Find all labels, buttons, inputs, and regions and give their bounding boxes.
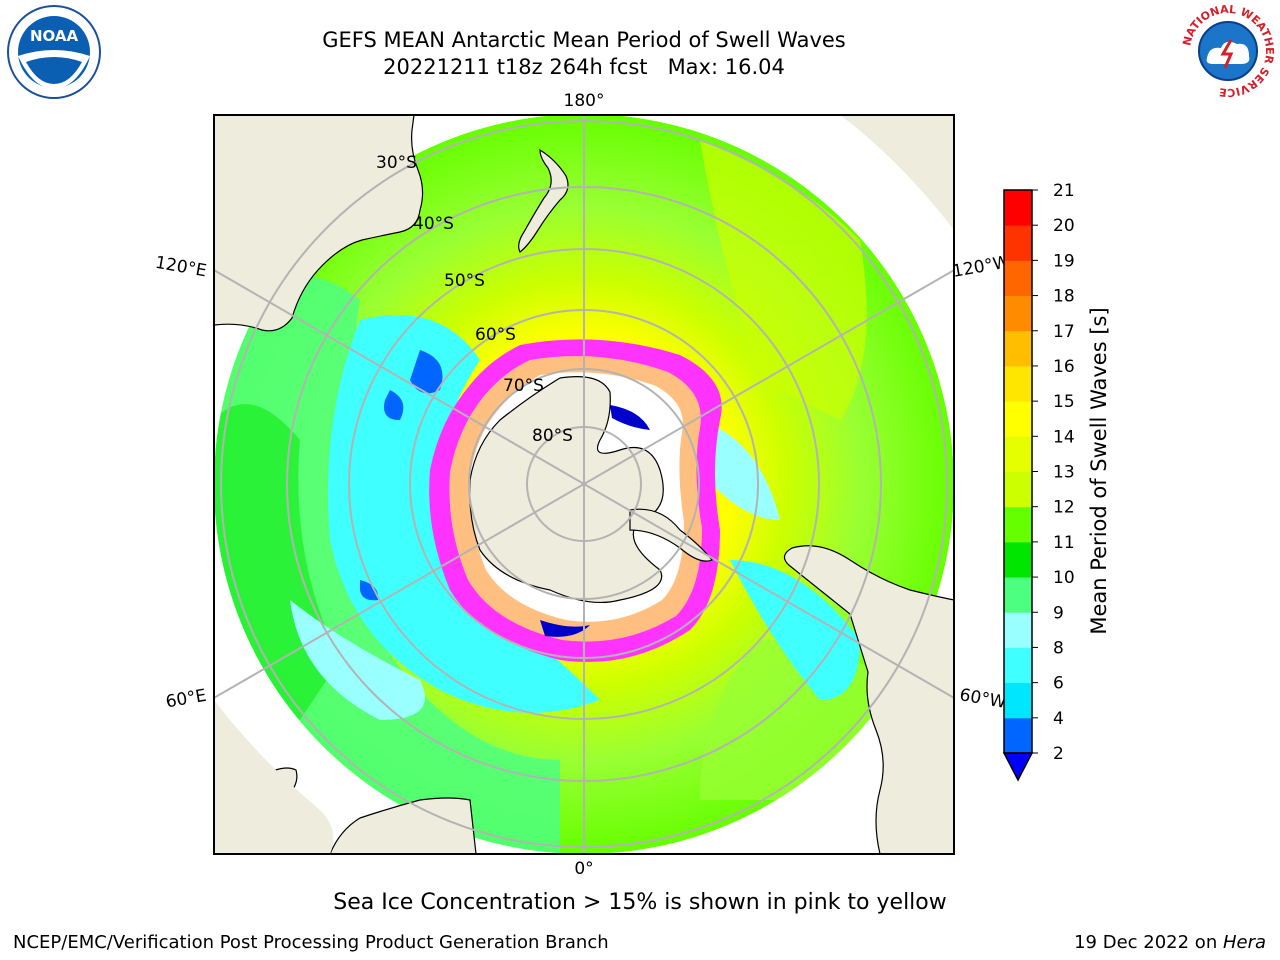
colorbar-tick-label: 18 [1053, 287, 1075, 307]
colorbar-segment [1004, 436, 1032, 472]
colorbar-segment [1004, 682, 1032, 719]
colorbar-segment [1004, 717, 1032, 754]
footer-date-text: 19 Dec 2022 on [1074, 932, 1223, 953]
colorbar-segment [1004, 190, 1032, 226]
colorbar-tick-label: 17 [1053, 322, 1075, 342]
colorbar-segment [1004, 401, 1032, 437]
footer-host: Hera [1222, 932, 1266, 953]
footer-date: 19 Dec 2022 on Hera [1074, 932, 1266, 953]
colorbar-segment [1004, 577, 1032, 613]
colorbar-tick-label: 2 [1053, 744, 1064, 764]
lon-label-120w: 120°W [951, 252, 1012, 282]
footer-credit: NCEP/EMC/Verification Post Processing Pr… [13, 932, 609, 953]
colorbar-segment [1004, 260, 1032, 297]
lon-label-60w: 60°W [958, 685, 1008, 713]
chart-subtitle: 20221211 t18z 264h fcst Max: 16.04 [383, 55, 785, 79]
colorbar-tick-label: 4 [1053, 709, 1064, 729]
lon-label-0: 0° [574, 859, 593, 879]
colorbar-segment [1004, 330, 1032, 367]
lat-label-70s: 70°S [503, 376, 544, 396]
colorbar-extend-arrow [1002, 752, 1034, 782]
colorbar-tick-label: 13 [1053, 463, 1075, 483]
meridian-lines [214, 115, 954, 854]
lon-label-60e: 60°E [164, 686, 208, 713]
chart-title: GEFS MEAN Antarctic Mean Period of Swell… [322, 28, 846, 52]
colorbar-segment [1004, 647, 1032, 684]
lat-label-30s: 30°S [376, 153, 417, 173]
colorbar-segment [1004, 541, 1032, 578]
colorbar-tick-label: 11 [1053, 533, 1075, 553]
colorbar-tick-label: 10 [1053, 568, 1075, 588]
noaa-logo: NOAA [7, 5, 101, 99]
colorbar-segment [1004, 365, 1032, 402]
lon-label-180: 180° [564, 91, 605, 111]
australia-land [214, 115, 424, 332]
new-zealand-land [518, 148, 569, 253]
colorbar-tick-label: 6 [1053, 674, 1064, 694]
colorbar-segment [1004, 295, 1032, 332]
colorbar-segment [1004, 506, 1032, 543]
map-frame [213, 114, 955, 855]
colorbar-tick-label: 8 [1053, 638, 1064, 658]
lat-label-50s: 50°S [444, 271, 485, 291]
colorbar-segment [1004, 612, 1032, 648]
lat-label-40s: 40°S [413, 214, 454, 234]
colorbar-tick-label: 16 [1053, 357, 1075, 377]
nws-logo: NATIONAL WEATHER SERVICE [1180, 3, 1276, 99]
south-america-land [783, 545, 954, 854]
colorbar-segment [1004, 225, 1032, 261]
colorbar-tick-label: 12 [1053, 498, 1075, 518]
colorbar-tick-label: 20 [1053, 216, 1075, 236]
lon-label-120e: 120°E [154, 253, 208, 282]
africa-land [329, 797, 477, 854]
sea-ice-caption: Sea Ice Concentration > 15% is shown in … [333, 890, 947, 915]
lat-label-80s: 80°S [532, 426, 573, 446]
lat-label-60s: 60°S [475, 325, 516, 345]
colorbar-tick-label: 9 [1053, 603, 1064, 623]
colorbar-label: Mean Period of Swell Waves [s] [1087, 307, 1111, 634]
colorbar-tick-label: 19 [1053, 251, 1075, 271]
noaa-logo-text: NOAA [30, 27, 79, 45]
colorbar-segment [1004, 471, 1032, 508]
colorbar-tick-label: 15 [1053, 392, 1075, 412]
colorbar-tick-label: 21 [1053, 181, 1075, 201]
colorbar-tick-label: 14 [1053, 427, 1075, 447]
colorbar: 2 4 6 8 9 10 11 12 13 14 15 16 17 18 19 20 21 [1002, 181, 1075, 782]
